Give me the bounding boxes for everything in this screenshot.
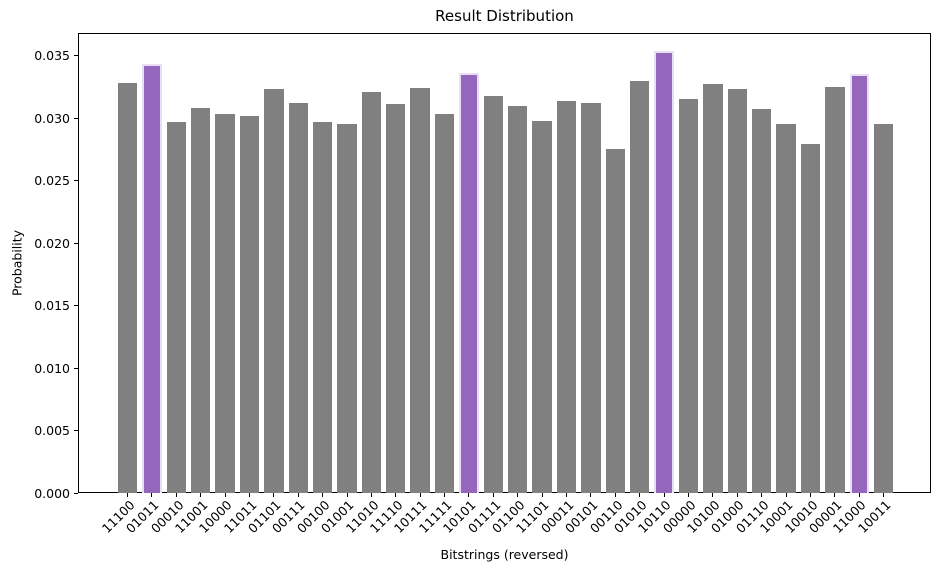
x-tick-mark: [492, 493, 494, 497]
y-tick-label-0.015: 0.015: [34, 298, 70, 313]
x-tick-mark: [809, 493, 811, 497]
bar-11100: [117, 83, 138, 493]
x-tick-mark: [883, 493, 885, 497]
y-tick-label-0.035: 0.035: [34, 48, 70, 63]
y-tick-mark: [74, 430, 78, 431]
y-tick-label-0.010: 0.010: [34, 360, 70, 376]
bar-00100: [312, 121, 333, 493]
x-tick-mark: [395, 493, 397, 497]
x-tick-mark: [322, 493, 324, 497]
x-tick-mark: [175, 493, 177, 497]
y-axis-label: Probability: [9, 229, 25, 297]
bar-01010: [629, 80, 650, 493]
bar-10010: [800, 144, 821, 493]
x-tick-mark: [248, 493, 250, 497]
y-tick-label-0.030: 0.030: [34, 110, 70, 126]
x-tick-mark: [663, 493, 665, 497]
bar-11011: [239, 115, 260, 493]
bar-01111: [483, 95, 504, 493]
x-tick-mark: [200, 493, 202, 497]
y-tick-mark: [74, 305, 78, 306]
x-tick-mark: [468, 493, 470, 497]
bar-10001: [776, 124, 796, 493]
bar-01011: [142, 64, 162, 493]
y-tick-mark: [74, 492, 78, 494]
y-tick-mark: [74, 55, 78, 56]
y-tick-mark: [74, 242, 78, 244]
x-tick-mark: [517, 493, 519, 497]
x-tick-mark: [834, 493, 836, 497]
x-tick-mark: [614, 493, 616, 497]
bar-10100: [703, 84, 723, 493]
y-tick-label-0.005: 0.005: [34, 423, 70, 438]
plot-area: [78, 33, 931, 493]
bar-01000: [727, 89, 747, 493]
y-tick-mark: [74, 180, 78, 181]
bar-11101: [532, 120, 552, 493]
bar-01101: [264, 89, 284, 493]
y-tick-label-0.025: 0.025: [34, 173, 70, 188]
x-tick-mark: [346, 493, 348, 497]
x-tick-mark: [566, 493, 568, 497]
x-tick-mark: [590, 493, 592, 497]
x-tick-mark: [541, 493, 543, 497]
x-tick-mark: [785, 493, 787, 497]
bar-10110: [654, 50, 674, 493]
x-tick-mark: [297, 493, 299, 497]
bar-10011: [873, 124, 894, 493]
chart-title: Result Distribution: [435, 7, 574, 25]
x-tick-mark: [687, 493, 689, 497]
bar-00111: [288, 103, 308, 493]
bar-01100: [508, 105, 528, 493]
bar-01110: [751, 109, 772, 493]
x-tick-mark: [639, 493, 641, 497]
x-tick-mark: [444, 493, 446, 497]
x-tick-mark: [712, 493, 714, 497]
y-tick-mark: [74, 367, 78, 369]
x-axis-label: Bitstrings (reversed): [440, 547, 569, 562]
bar-10000: [215, 114, 235, 493]
y-tick-mark: [74, 117, 78, 119]
bar-11111: [434, 114, 455, 493]
x-tick-mark: [419, 493, 421, 497]
x-tick-mark: [127, 493, 128, 497]
bar-10101: [459, 73, 479, 493]
bar-00110: [605, 149, 625, 493]
bar-01001: [337, 124, 357, 493]
x-tick-mark: [151, 493, 153, 497]
bar-00000: [678, 99, 699, 493]
bar-00001: [825, 86, 845, 493]
bar-11000: [849, 74, 869, 493]
x-tick-mark: [736, 493, 738, 497]
x-tick-mark: [761, 493, 763, 497]
bar-00101: [581, 103, 601, 493]
x-tick-mark: [273, 493, 275, 497]
bar-00010: [166, 121, 186, 493]
x-tick-mark: [224, 493, 226, 497]
bar-11110: [386, 104, 406, 493]
bar-10111: [410, 88, 430, 493]
bar-11001: [190, 108, 211, 493]
x-tick-mark: [858, 493, 860, 497]
bar-00011: [556, 100, 577, 493]
bar-11010: [361, 91, 382, 493]
y-tick-label-0.020: 0.020: [34, 235, 70, 251]
x-tick-mark: [370, 493, 372, 497]
y-tick-label-0.000: 0.000: [34, 485, 70, 501]
